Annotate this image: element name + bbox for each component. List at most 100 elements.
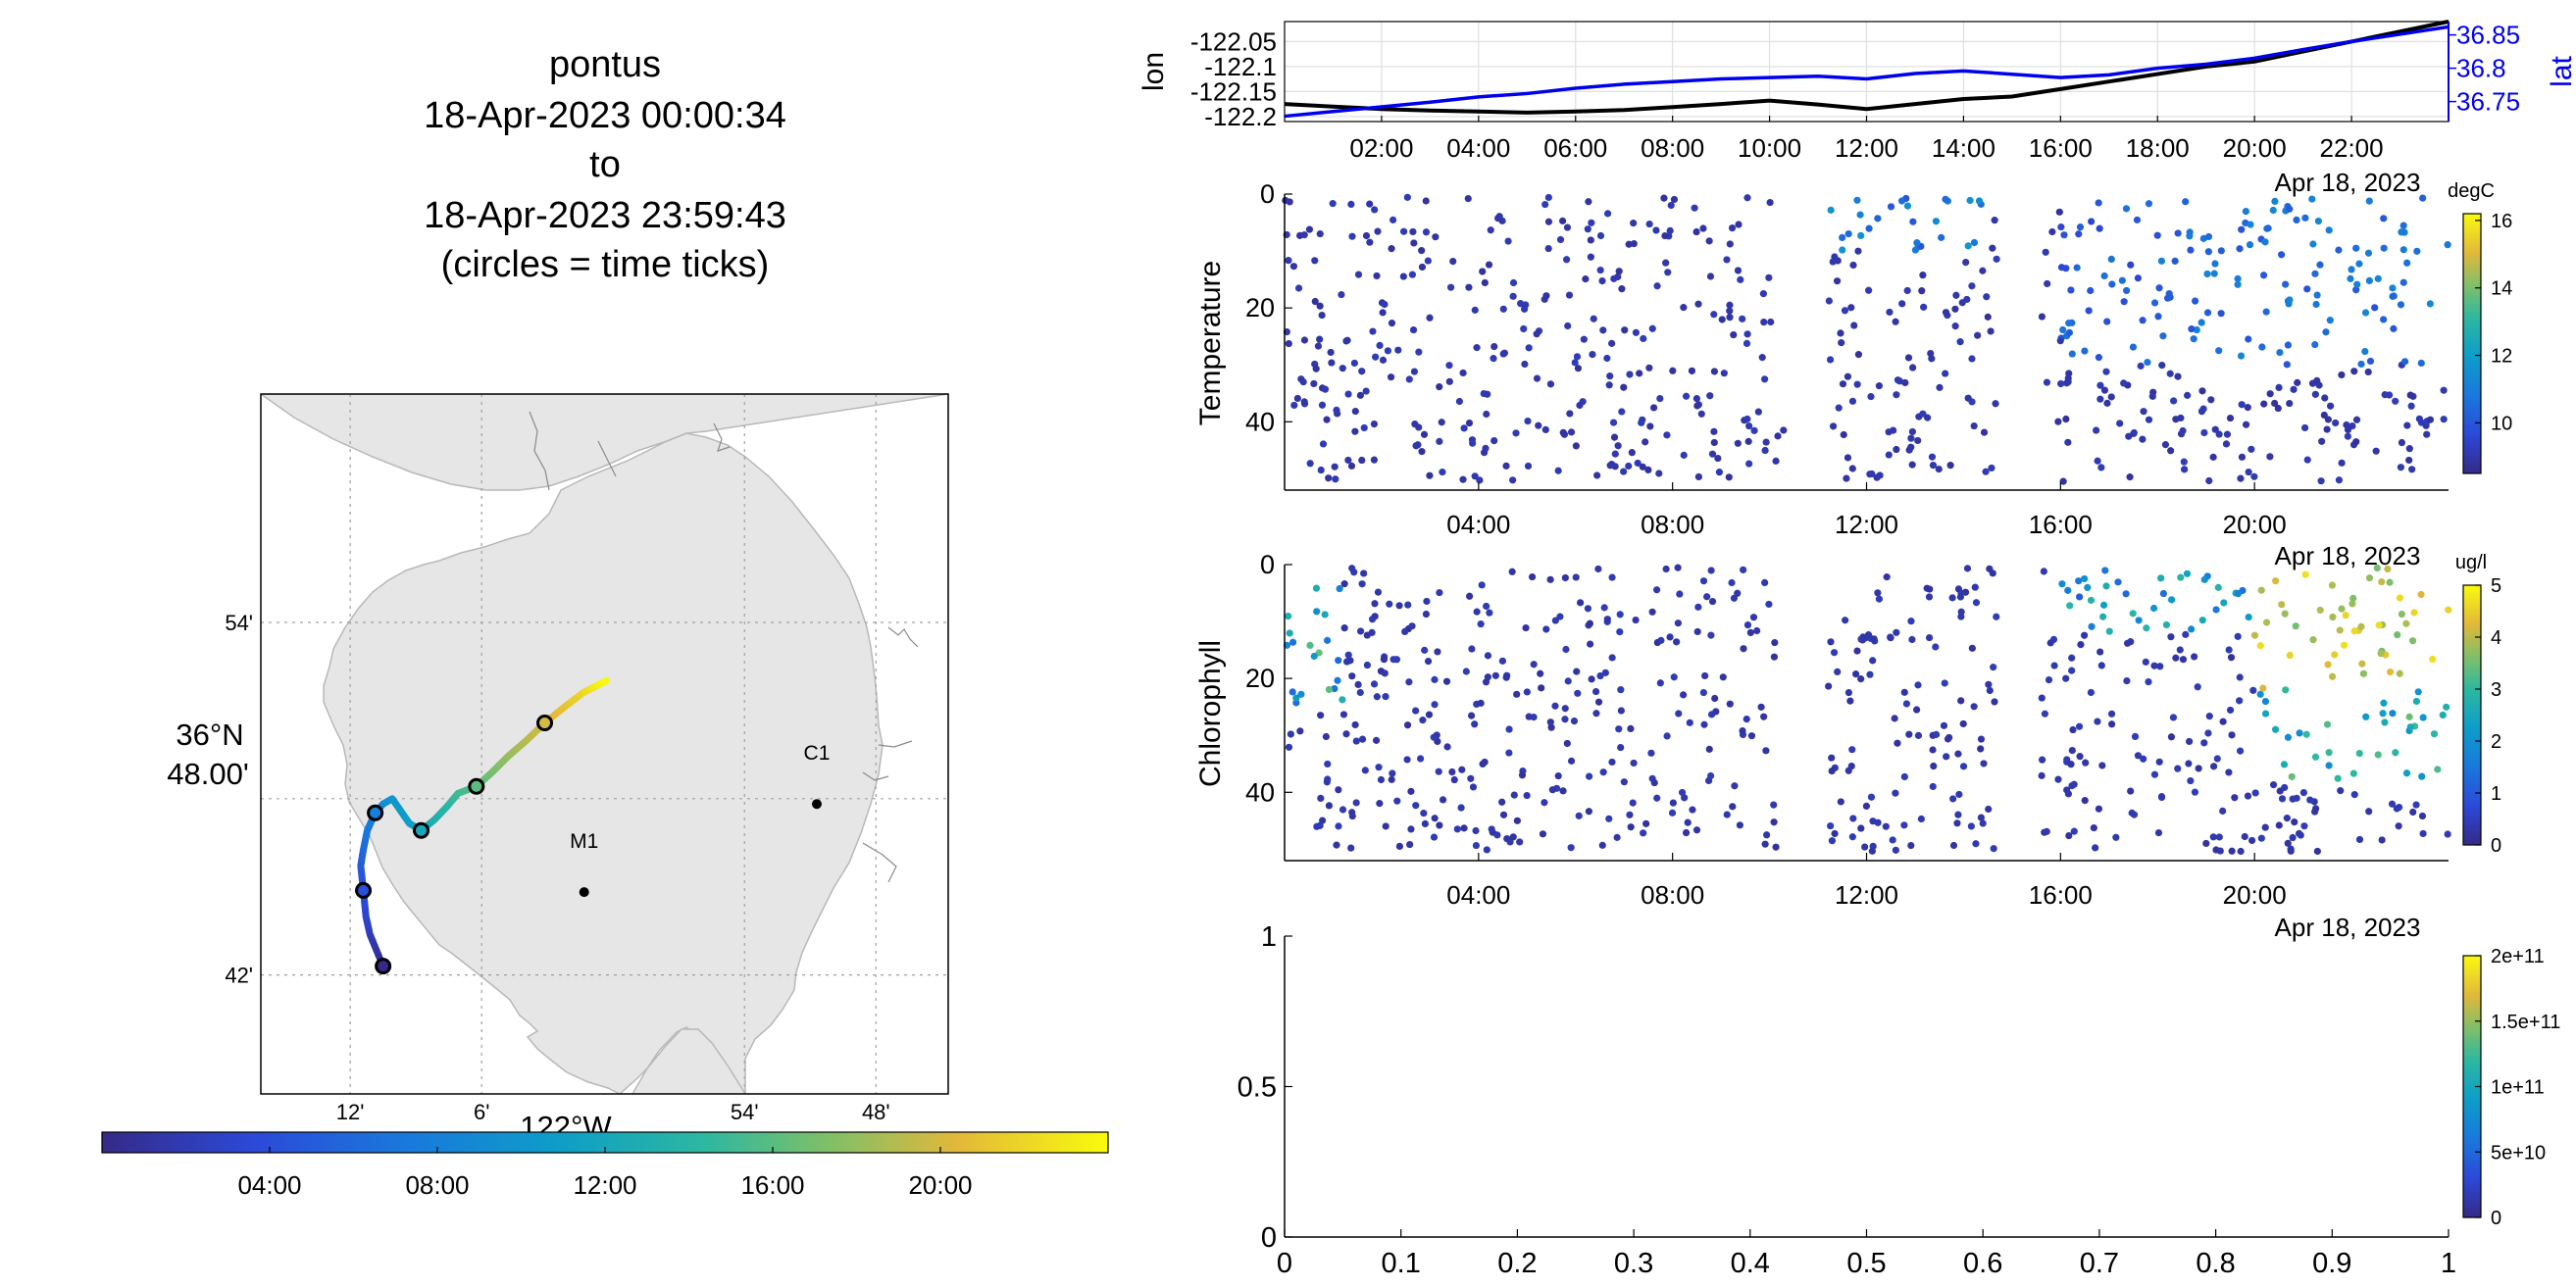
chlorophyll-point bbox=[2323, 720, 2332, 728]
chlorophyll-point bbox=[1963, 565, 1972, 572]
temperature-point bbox=[2234, 280, 2242, 288]
chlorophyll-point bbox=[1902, 700, 1910, 708]
temperature-point bbox=[2062, 265, 2070, 272]
chlorophyll-point bbox=[2296, 729, 2303, 737]
chlorophyll-point bbox=[1321, 611, 1329, 619]
temperature-point bbox=[1608, 339, 1616, 347]
temperature-point bbox=[1968, 355, 1976, 363]
chlorophyll-point bbox=[1913, 706, 1921, 714]
temperature-point bbox=[1907, 434, 1915, 442]
chlorophyll-point bbox=[2349, 600, 2356, 608]
chlorophyll-point bbox=[1771, 638, 1779, 647]
temperature-point bbox=[2423, 430, 2431, 438]
lonlat-gridlines bbox=[1285, 22, 2449, 122]
chlorophyll-point bbox=[1412, 802, 1420, 810]
chlorophyll-point bbox=[1743, 716, 1750, 723]
temperature-point bbox=[1759, 290, 1767, 298]
temperature-point bbox=[1321, 385, 1330, 393]
temperature-point bbox=[2308, 195, 2316, 203]
chlorophyll-point bbox=[2183, 570, 2192, 577]
chlorophyll-point bbox=[1907, 841, 1915, 850]
temperature-point bbox=[1897, 197, 1906, 205]
chlorophyll-point bbox=[2081, 797, 2089, 805]
chlorophyll-point bbox=[2256, 690, 2264, 698]
temperature-colorbar-ticks: 16 14 12 10 bbox=[2475, 211, 2512, 434]
temperature-point bbox=[2139, 435, 2147, 443]
chlorophyll-point bbox=[1957, 608, 1965, 616]
temperature-point bbox=[2271, 197, 2279, 206]
chlorophyll-point bbox=[1656, 679, 1664, 687]
temperature-point bbox=[1464, 194, 1472, 203]
section-y-tick-label: 20 bbox=[1245, 293, 1275, 322]
chlorophyll-point bbox=[1594, 698, 1603, 706]
chlorophyll-point bbox=[1342, 730, 1350, 738]
temperature-point bbox=[1584, 225, 1591, 233]
chlorophyll-point bbox=[2373, 564, 2381, 572]
empty-y-tick-label: 0.5 bbox=[1237, 1072, 1277, 1104]
chlorophyll-point bbox=[2275, 821, 2283, 829]
temperature-point bbox=[2242, 208, 2249, 216]
temperature-point bbox=[1839, 380, 1847, 388]
temperature-point bbox=[1484, 390, 1491, 398]
chlorophyll-point bbox=[1949, 841, 1958, 850]
chlorophyll-point bbox=[1523, 791, 1531, 800]
chlorophyll-point bbox=[1972, 840, 1980, 848]
chlorophyll-point bbox=[2094, 718, 2101, 725]
temperature-point bbox=[1410, 368, 1419, 375]
temperature-point bbox=[2317, 477, 2325, 485]
temperature-point bbox=[2161, 441, 2170, 449]
section-x-tick-label: 12:00 bbox=[1835, 510, 1898, 539]
chlorophyll-point bbox=[1460, 824, 1468, 832]
colorbar-tick-label: 3 bbox=[2491, 679, 2501, 701]
chlorophyll-point bbox=[2408, 637, 2417, 645]
section-x-tick-label: 20:00 bbox=[2223, 880, 2287, 910]
temperature-point bbox=[2226, 414, 2235, 422]
map-colorbar-tick-label: 20:00 bbox=[908, 1170, 972, 1200]
chlorophyll-point bbox=[2098, 762, 2106, 769]
chlorophyll-point bbox=[2394, 631, 2401, 639]
temperature-point bbox=[1655, 470, 1663, 477]
section-y-tick-label: 40 bbox=[1245, 407, 1275, 436]
temperature-point bbox=[1952, 291, 1960, 299]
chlorophyll-point bbox=[2226, 706, 2235, 715]
chlorophyll-axes: 0 20 40 04:00 08:00 12:00 16:00 20:00 bbox=[1245, 550, 2449, 910]
temperature-point bbox=[1966, 196, 1974, 205]
chlorophyll-point bbox=[1503, 834, 1511, 843]
chlorophyll-point bbox=[2331, 651, 2339, 659]
chlorophyll-point bbox=[1882, 822, 1890, 830]
chlorophyll-point bbox=[1862, 802, 1871, 810]
chlorophyll-point bbox=[1287, 730, 1294, 738]
temperature-point bbox=[1449, 257, 1457, 266]
lonlat-tick-labels: 02:00 04:00 06:00 08:00 10:00 12:00 14:00 16:00… bbox=[1190, 21, 2520, 163]
chlorophyll-point bbox=[2182, 630, 2190, 638]
chlorophyll-point bbox=[2430, 730, 2439, 738]
temperature-point bbox=[1694, 300, 1702, 308]
chlorophyll-point bbox=[2236, 747, 2245, 755]
chlorophyll-point bbox=[1324, 775, 1332, 783]
chlorophyll-point bbox=[1348, 565, 1356, 572]
temperature-point bbox=[2200, 428, 2208, 437]
section-x-tick-label: 16:00 bbox=[2029, 510, 2093, 539]
temperature-point bbox=[2163, 294, 2172, 302]
temperature-point bbox=[1344, 456, 1352, 465]
temperature-point bbox=[2207, 396, 2215, 404]
temperature-point bbox=[1876, 471, 1884, 479]
empty-x-tick-label: 0.6 bbox=[1963, 1248, 2002, 1279]
chlorophyll-point bbox=[2248, 836, 2256, 845]
temperature-point bbox=[1890, 426, 1897, 434]
temperature-point bbox=[2107, 393, 2115, 401]
chlorophyll-point bbox=[1421, 646, 1429, 654]
temperature-point bbox=[2186, 232, 2194, 240]
temperature-point bbox=[1730, 330, 1738, 339]
chlorophyll-point bbox=[1627, 823, 1635, 831]
chlorophyll-point bbox=[1740, 566, 1747, 573]
chlorophyll-point bbox=[2102, 582, 2110, 590]
empty-x-tick-label: 0.8 bbox=[2196, 1248, 2235, 1279]
chlorophyll-point bbox=[1870, 635, 1878, 643]
temperature-point bbox=[2311, 270, 2319, 277]
chlorophyll-point bbox=[1605, 815, 1613, 822]
chlorophyll-point bbox=[1662, 565, 1670, 573]
temperature-point bbox=[2380, 316, 2388, 323]
temperature-point bbox=[2399, 222, 2407, 229]
chlorophyll-point bbox=[2406, 723, 2414, 731]
